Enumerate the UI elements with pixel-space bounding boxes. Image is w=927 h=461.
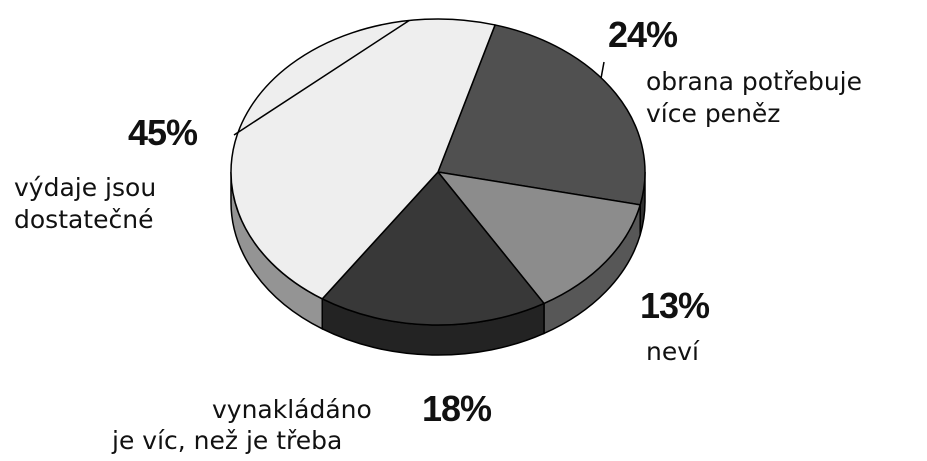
slice-percent-dont-know: 13% bbox=[640, 285, 710, 326]
leader-line bbox=[600, 61, 605, 78]
slice-label-defense-more-line2: více peněz bbox=[646, 99, 781, 128]
pie-slice-sufficient bbox=[230, 18, 496, 300]
slice-percent-sufficient: 45% bbox=[128, 112, 198, 153]
slice-label-sufficient-line1: výdaje jsou bbox=[14, 173, 157, 202]
slice-percent-spent-too-much: 18% bbox=[422, 388, 492, 429]
slice-label-defense-more: obrana potřebuje více peněz bbox=[646, 66, 862, 130]
slice-label-sufficient: výdaje jsou dostatečné bbox=[14, 172, 156, 236]
leader-line bbox=[233, 19, 410, 136]
pie-slice-dont-know bbox=[437, 171, 641, 305]
pie-slice-spent-too-much bbox=[321, 171, 545, 326]
slice-percent-defense-more: 24% bbox=[608, 14, 678, 55]
slice-label-dont-know: neví bbox=[646, 337, 699, 366]
slice-label-sufficient-line2: dostatečné bbox=[14, 205, 154, 234]
pie-slice-defense-more bbox=[437, 24, 646, 206]
slice-label-spent-too-much-line2: je víc, než je třeba bbox=[112, 426, 343, 455]
slice-label-defense-more-line1: obrana potřebuje bbox=[646, 67, 862, 96]
slice-label-spent-too-much-line1: vynakládáno bbox=[212, 395, 372, 424]
